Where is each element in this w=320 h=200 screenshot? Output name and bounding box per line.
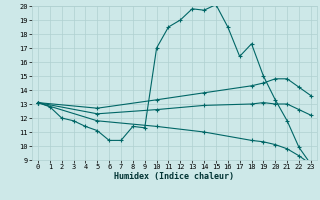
X-axis label: Humidex (Indice chaleur): Humidex (Indice chaleur) bbox=[115, 172, 234, 181]
